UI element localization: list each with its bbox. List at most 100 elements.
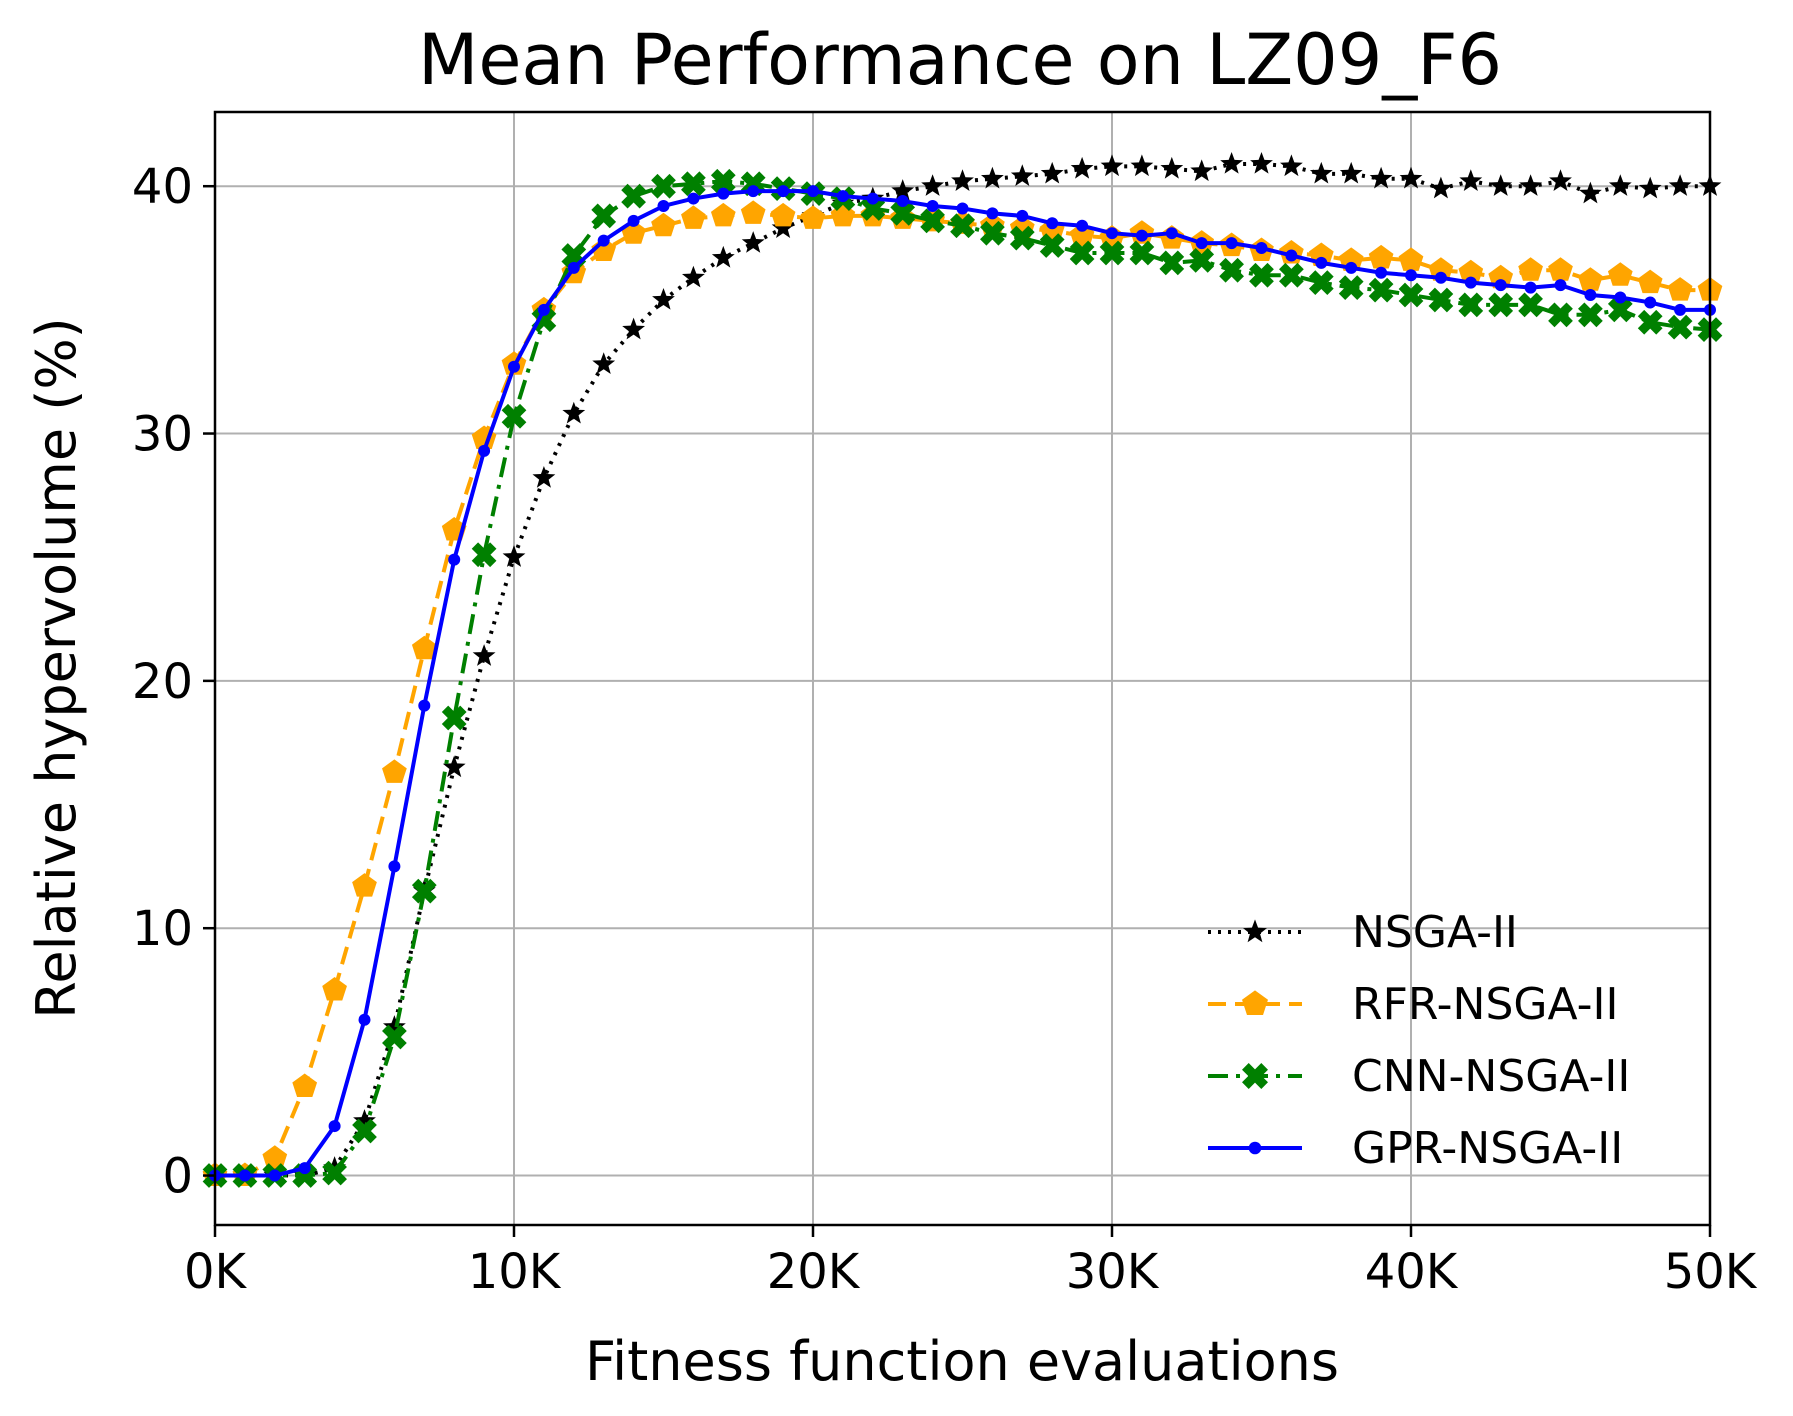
data-point: [681, 171, 706, 197]
data-point: [621, 183, 646, 209]
data-point: [1375, 266, 1388, 279]
legend-label: CNN-NSGA-II: [1352, 1051, 1630, 1102]
data-point: [800, 205, 826, 229]
chart-title: Mean Performance on LZ09_F6: [418, 19, 1502, 101]
data-point: [652, 287, 675, 310]
data-point: [687, 192, 700, 205]
data-point: [322, 977, 347, 1001]
data-point: [501, 403, 527, 429]
data-point: [1159, 250, 1185, 276]
data-point: [747, 185, 760, 198]
data-point: [1039, 233, 1065, 258]
data-point: [268, 1169, 281, 1182]
data-point: [508, 360, 520, 373]
data-point: [860, 196, 886, 221]
data-point: [328, 1120, 341, 1133]
data-point: [1243, 919, 1267, 943]
legend-item: GPR-NSGA-II: [1208, 1123, 1623, 1174]
data-point: [591, 203, 617, 229]
data-point: [1398, 282, 1424, 308]
data-point: [531, 307, 557, 333]
data-point: [562, 401, 586, 424]
data-point: [711, 245, 735, 268]
data-point: [1607, 262, 1633, 286]
data-point: [1667, 314, 1693, 340]
data-point: [567, 261, 580, 274]
data-point: [771, 216, 795, 238]
data-point: [950, 213, 975, 239]
data-point: [1399, 166, 1423, 189]
data-point: [1070, 156, 1094, 179]
data-point: [597, 234, 610, 247]
legend-item: CNN-NSGA-II: [1208, 1051, 1630, 1102]
data-point: [1106, 227, 1118, 240]
data-point: [382, 1024, 407, 1050]
data-point: [1242, 1063, 1268, 1089]
data-point: [1220, 151, 1244, 174]
data-point: [1130, 154, 1154, 177]
x-tick-label: 50K: [1664, 1244, 1758, 1300]
data-point: [592, 352, 616, 374]
data-point: [896, 195, 909, 208]
data-point: [1578, 267, 1603, 291]
data-point: [1255, 242, 1268, 255]
data-point: [777, 185, 790, 198]
x-tick-label: 10K: [468, 1244, 562, 1300]
data-point: [651, 173, 676, 199]
data-point: [1524, 281, 1537, 294]
data-point: [382, 759, 407, 783]
data-point: [1607, 297, 1633, 323]
data-point: [807, 185, 819, 198]
data-point: [741, 231, 765, 253]
data-point: [1249, 262, 1274, 288]
data-point: [1458, 292, 1484, 318]
data-point: [478, 444, 491, 457]
data-point: [1225, 237, 1238, 250]
data-point: [1637, 269, 1663, 294]
data-point: [1016, 209, 1029, 222]
data-point: [1519, 174, 1543, 196]
data-point: [591, 237, 617, 262]
data-point: [1494, 279, 1507, 292]
data-point: [1428, 257, 1454, 281]
data-point: [471, 542, 497, 568]
data-point: [1165, 227, 1178, 240]
data-point: [657, 199, 670, 212]
data-point: [411, 878, 437, 904]
data-point: [1429, 176, 1453, 199]
data-point: [1518, 292, 1543, 318]
data-point: [1219, 257, 1244, 283]
data-point: [1309, 161, 1333, 184]
data-point: [292, 1073, 318, 1098]
data-point: [921, 174, 945, 196]
legend-item: NSGA-II: [1208, 907, 1518, 958]
data-point: [1069, 240, 1095, 266]
data-point: [1369, 166, 1393, 189]
data-point: [502, 545, 526, 567]
data-point: [1434, 271, 1447, 284]
data-point: [1488, 292, 1514, 318]
data-point: [920, 208, 945, 234]
data-point: [681, 265, 705, 288]
data-point: [1549, 169, 1572, 191]
data-point: [1195, 237, 1208, 250]
data-point: [298, 1162, 311, 1175]
data-point: [1339, 161, 1363, 184]
y-tick-label: 0: [162, 1149, 193, 1205]
series-line: [215, 161, 1710, 1178]
data-point: [1338, 275, 1364, 300]
data-point: [358, 1013, 371, 1026]
data-point: [1554, 279, 1567, 292]
series-gpr-nsga-ii: [209, 185, 1716, 1182]
data-point: [411, 635, 437, 660]
data-point: [1584, 289, 1597, 302]
data-point: [352, 873, 377, 897]
data-point: [627, 214, 640, 227]
data-point: [1248, 1141, 1262, 1155]
data-point: [1046, 217, 1059, 230]
y-axis-label: Relative hypervolume (%): [25, 317, 88, 1018]
data-point: [1129, 240, 1155, 266]
data-point: [448, 553, 461, 566]
data-point: [1638, 176, 1662, 199]
data-point: [1345, 261, 1358, 274]
